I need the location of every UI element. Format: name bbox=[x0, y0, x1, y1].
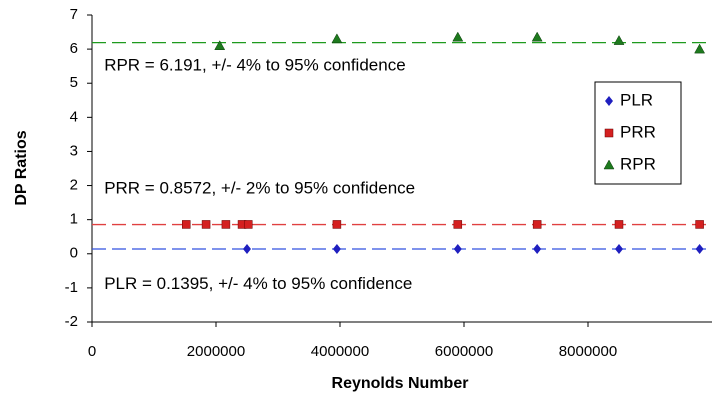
y-tick-label: 7 bbox=[70, 6, 78, 23]
point bbox=[614, 220, 624, 229]
point bbox=[531, 31, 543, 42]
legend-marker bbox=[605, 96, 613, 106]
y-tick-label: 3 bbox=[70, 142, 78, 159]
point bbox=[332, 244, 341, 255]
point bbox=[221, 220, 231, 229]
y-tick-label: -2 bbox=[65, 313, 78, 330]
point bbox=[452, 31, 464, 42]
point bbox=[695, 220, 704, 229]
x-tick-label: 8000000 bbox=[559, 343, 617, 360]
y-tick-label: -1 bbox=[65, 279, 78, 296]
legend-label: PLR bbox=[620, 90, 653, 109]
x-tick-label: 4000000 bbox=[311, 343, 369, 360]
point bbox=[695, 244, 704, 255]
point bbox=[181, 220, 191, 229]
point bbox=[214, 40, 226, 50]
y-tick-label: 6 bbox=[70, 40, 78, 57]
legend-label: PRR bbox=[620, 122, 656, 141]
point bbox=[331, 33, 343, 44]
y-tick-label: 4 bbox=[70, 108, 78, 125]
annotation: RPR = 6.191, +/- 4% to 95% confidence bbox=[104, 56, 405, 75]
point bbox=[613, 35, 625, 45]
point bbox=[532, 220, 542, 229]
annotation: PLR = 0.1395, +/- 4% to 95% confidence bbox=[104, 274, 412, 293]
legend-marker bbox=[603, 159, 615, 170]
x-tick-label: 2000000 bbox=[187, 343, 245, 360]
legend-label: RPR bbox=[620, 154, 656, 173]
y-tick-label: 2 bbox=[70, 177, 78, 194]
point bbox=[453, 220, 463, 229]
point bbox=[201, 220, 211, 229]
point bbox=[533, 244, 542, 255]
x-tick-label: 6000000 bbox=[435, 343, 493, 360]
y-tick-label: 0 bbox=[70, 245, 78, 262]
point bbox=[615, 244, 623, 255]
x-tick-label: 0 bbox=[88, 343, 96, 360]
point bbox=[332, 220, 342, 229]
annotation: PRR = 0.8572, +/- 2% to 95% confidence bbox=[104, 178, 415, 197]
legend-marker bbox=[604, 128, 614, 138]
y-axis-title: DP Ratios bbox=[13, 130, 30, 205]
y-tick-label: 1 bbox=[70, 211, 78, 228]
point bbox=[243, 220, 253, 229]
y-tick-label: 5 bbox=[70, 74, 78, 91]
point bbox=[453, 244, 462, 255]
point bbox=[694, 43, 706, 54]
point bbox=[243, 244, 251, 255]
x-axis-title: Reynolds Number bbox=[332, 375, 469, 392]
